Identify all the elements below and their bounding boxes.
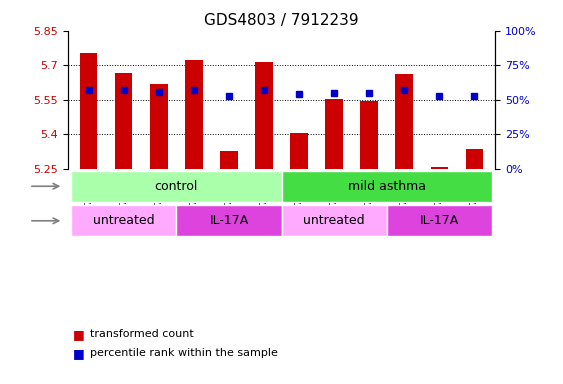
FancyBboxPatch shape: [176, 205, 282, 236]
Bar: [255, 62, 272, 169]
Bar: [466, 149, 483, 169]
Text: ■: ■: [73, 328, 85, 341]
Bar: [395, 74, 413, 169]
Bar: [115, 73, 132, 169]
Text: transformed count: transformed count: [90, 329, 194, 339]
Bar: [360, 101, 378, 169]
Bar: [325, 99, 343, 169]
FancyBboxPatch shape: [282, 170, 492, 202]
Text: control: control: [155, 180, 198, 193]
FancyBboxPatch shape: [71, 170, 282, 202]
Bar: [150, 84, 168, 169]
Text: untreated: untreated: [303, 214, 365, 227]
Text: mild asthma: mild asthma: [348, 180, 426, 193]
Title: GDS4803 / 7912239: GDS4803 / 7912239: [204, 13, 359, 28]
FancyBboxPatch shape: [71, 205, 176, 236]
Text: ■: ■: [73, 347, 85, 360]
Text: IL-17A: IL-17A: [419, 214, 459, 227]
Text: IL-17A: IL-17A: [209, 214, 248, 227]
Bar: [185, 60, 203, 169]
Bar: [431, 167, 448, 169]
Bar: [80, 53, 97, 169]
FancyBboxPatch shape: [282, 205, 387, 236]
Text: untreated: untreated: [93, 214, 154, 227]
Bar: [220, 151, 238, 169]
Bar: [291, 133, 308, 169]
Text: percentile rank within the sample: percentile rank within the sample: [90, 348, 278, 358]
FancyBboxPatch shape: [387, 205, 492, 236]
